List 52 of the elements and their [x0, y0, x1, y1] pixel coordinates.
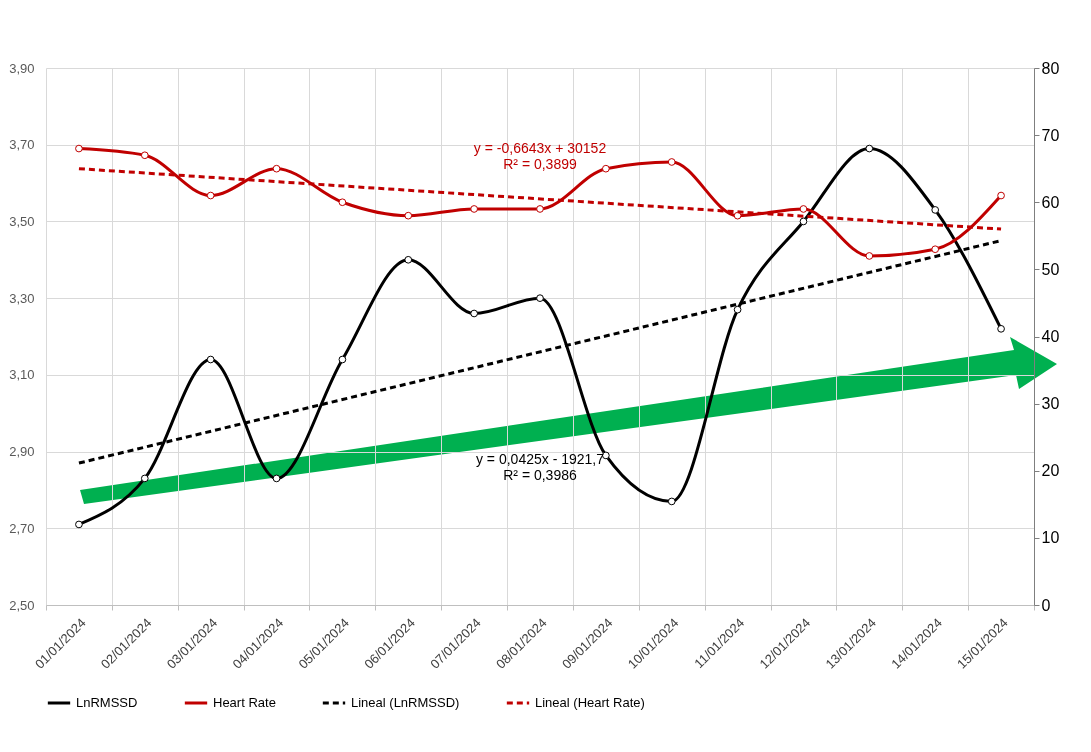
y2-tick-label: 80	[1041, 59, 1060, 77]
point	[338, 355, 347, 364]
legend-label: Lineal (Heart Rate)	[535, 695, 645, 710]
y2-tick-label: 40	[1041, 328, 1060, 345]
y-tick-label: 2,90	[9, 444, 35, 460]
y2-tick-label: 50	[1041, 260, 1060, 278]
point	[404, 255, 413, 264]
point	[338, 198, 347, 207]
y-tick-label: 3,70	[9, 137, 35, 153]
point	[536, 205, 544, 213]
annotation: y = 0,0425x - 1921,7 R² = 0,3986	[475, 450, 605, 483]
point	[733, 211, 742, 220]
point	[799, 217, 808, 226]
point	[470, 205, 478, 213]
point	[865, 252, 874, 260]
point	[733, 305, 742, 314]
point	[667, 497, 676, 506]
y-tick-label: 3,50	[9, 213, 35, 229]
legend-label: LnRMSSD	[76, 695, 138, 710]
point	[470, 309, 478, 318]
y2-tick-label: 30	[1041, 395, 1060, 413]
point	[667, 158, 676, 166]
point	[931, 245, 940, 254]
point	[75, 520, 83, 529]
point	[75, 144, 83, 153]
point	[404, 211, 413, 220]
y-tick-label: 3,90	[9, 60, 35, 76]
y-tick-label: 3,30	[9, 290, 35, 306]
point	[140, 474, 149, 483]
point	[272, 164, 281, 173]
point	[997, 191, 1005, 200]
point	[602, 164, 610, 173]
point	[865, 144, 874, 153]
y2-tick-label: 60	[1041, 193, 1060, 211]
point	[799, 205, 808, 213]
y2-tick-label: 0	[1041, 596, 1051, 614]
y-tick-label: 2,50	[9, 597, 35, 613]
y-tick-label: 3,10	[9, 367, 35, 383]
y2-tick-label: 70	[1041, 126, 1060, 144]
point	[272, 474, 281, 483]
y2-tick-label: 10	[1041, 529, 1060, 547]
point	[206, 191, 215, 200]
y-tick-label: 2,70	[9, 520, 35, 536]
point	[536, 294, 544, 302]
point	[931, 206, 940, 214]
point	[140, 151, 149, 160]
y2-tick-label: 20	[1041, 462, 1060, 480]
point	[997, 324, 1005, 333]
legend-label: Heart Rate	[213, 695, 276, 710]
point	[206, 355, 215, 364]
annotation: y = -0,6643x + 30152 R² = 0,3899	[473, 139, 607, 172]
legend-label: Lineal (LnRMSSD)	[351, 695, 460, 710]
